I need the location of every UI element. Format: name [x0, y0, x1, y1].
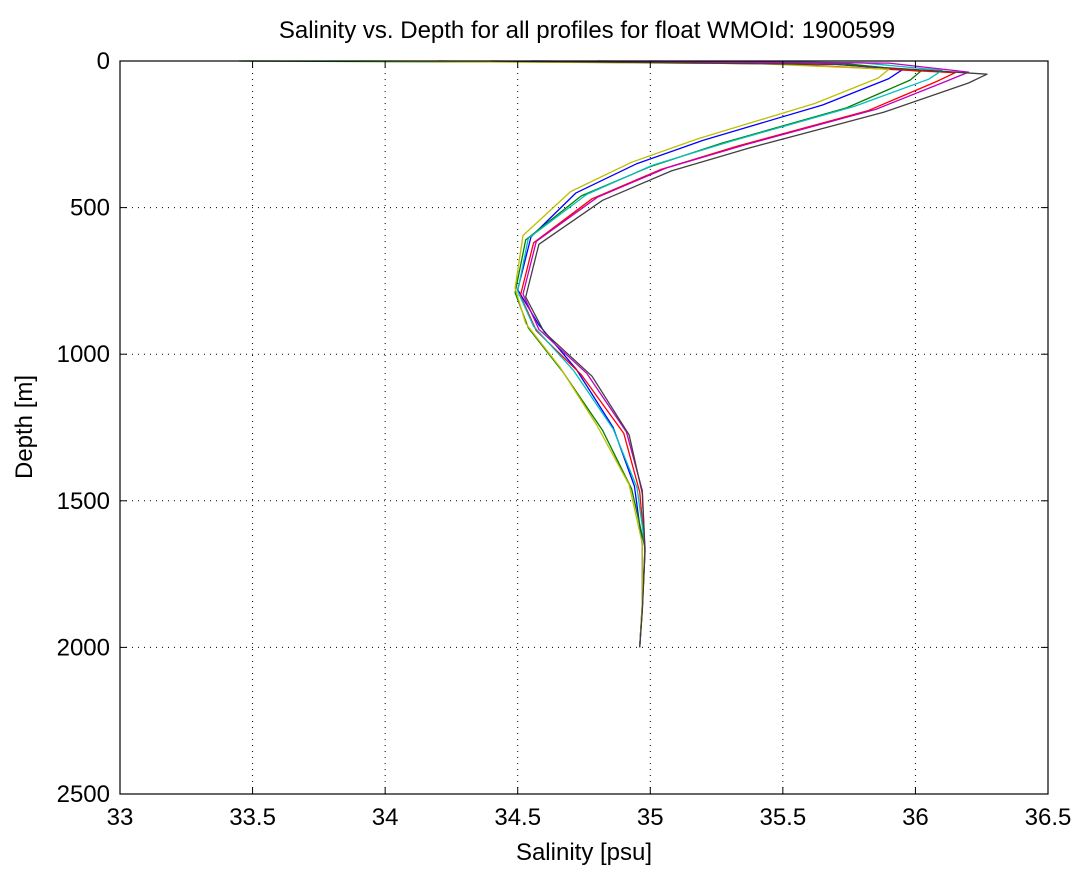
x-tick-label: 35.5: [759, 804, 806, 831]
x-tick-label: 33: [107, 804, 134, 831]
x-tick-label: 35: [637, 804, 664, 831]
y-tick-label: 2500: [57, 781, 110, 808]
profile-line: [491, 60, 988, 648]
x-tick-label: 36.5: [1025, 804, 1072, 831]
x-tick-label: 34: [372, 804, 399, 831]
profile-line: [239, 60, 922, 648]
x-tick-label: 33.5: [229, 804, 276, 831]
grid-lines: [120, 61, 1048, 794]
y-tick-label: 0: [97, 48, 110, 75]
profile-line: [517, 60, 943, 648]
chart-title: Salinity vs. Depth for all profiles for …: [279, 17, 895, 44]
y-tick-label: 1500: [57, 488, 110, 515]
profile-lines: [239, 60, 988, 648]
y-axis-label: Depth [m]: [11, 375, 38, 479]
y-tick-label: 500: [70, 195, 110, 222]
profile-line: [438, 60, 956, 648]
plot-frame: [119, 60, 1049, 795]
y-tick-label: 1000: [57, 341, 110, 368]
profile-line: [358, 60, 890, 648]
axis-ticks: 33 33.5 34 34.5 35 35.5 36 36.5 0 500 1000 1500 2000…: [57, 48, 1072, 831]
x-axis-label: Salinity [psu]: [516, 839, 652, 866]
x-tick-label: 36: [902, 804, 929, 831]
x-tick-label: 34.5: [494, 804, 541, 831]
y-tick-label: 2000: [57, 634, 110, 661]
